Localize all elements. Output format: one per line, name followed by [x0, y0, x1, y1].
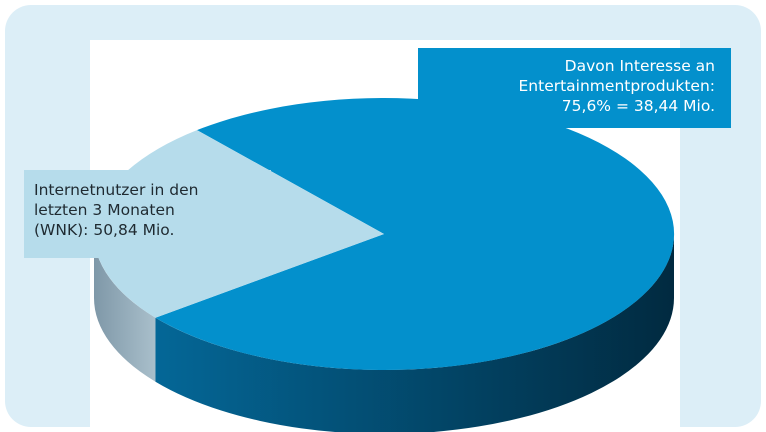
slice-label-line: Davon Interesse an — [564, 57, 715, 75]
slice-label-line: Entertainmentprodukten: — [518, 77, 716, 95]
slice-side-entertainment — [155, 234, 674, 432]
slice-label-line: 75,6% = 38,44 Mio. — [561, 97, 715, 115]
slice-label-entertainment: Davon Interesse an Entertainmentprodukte… — [418, 48, 731, 128]
total-label-line: (WNK): 50,84 Mio. — [34, 221, 175, 239]
total-label-line: Internetnutzer in den — [34, 181, 199, 199]
slice-entertainment — [155, 98, 675, 371]
pie-sides — [94, 234, 674, 432]
total-label-line: letzten 3 Monaten — [34, 201, 175, 219]
slice-side-rest — [94, 234, 156, 382]
total-label: Internetnutzer in den letzten 3 Monaten … — [24, 170, 271, 258]
